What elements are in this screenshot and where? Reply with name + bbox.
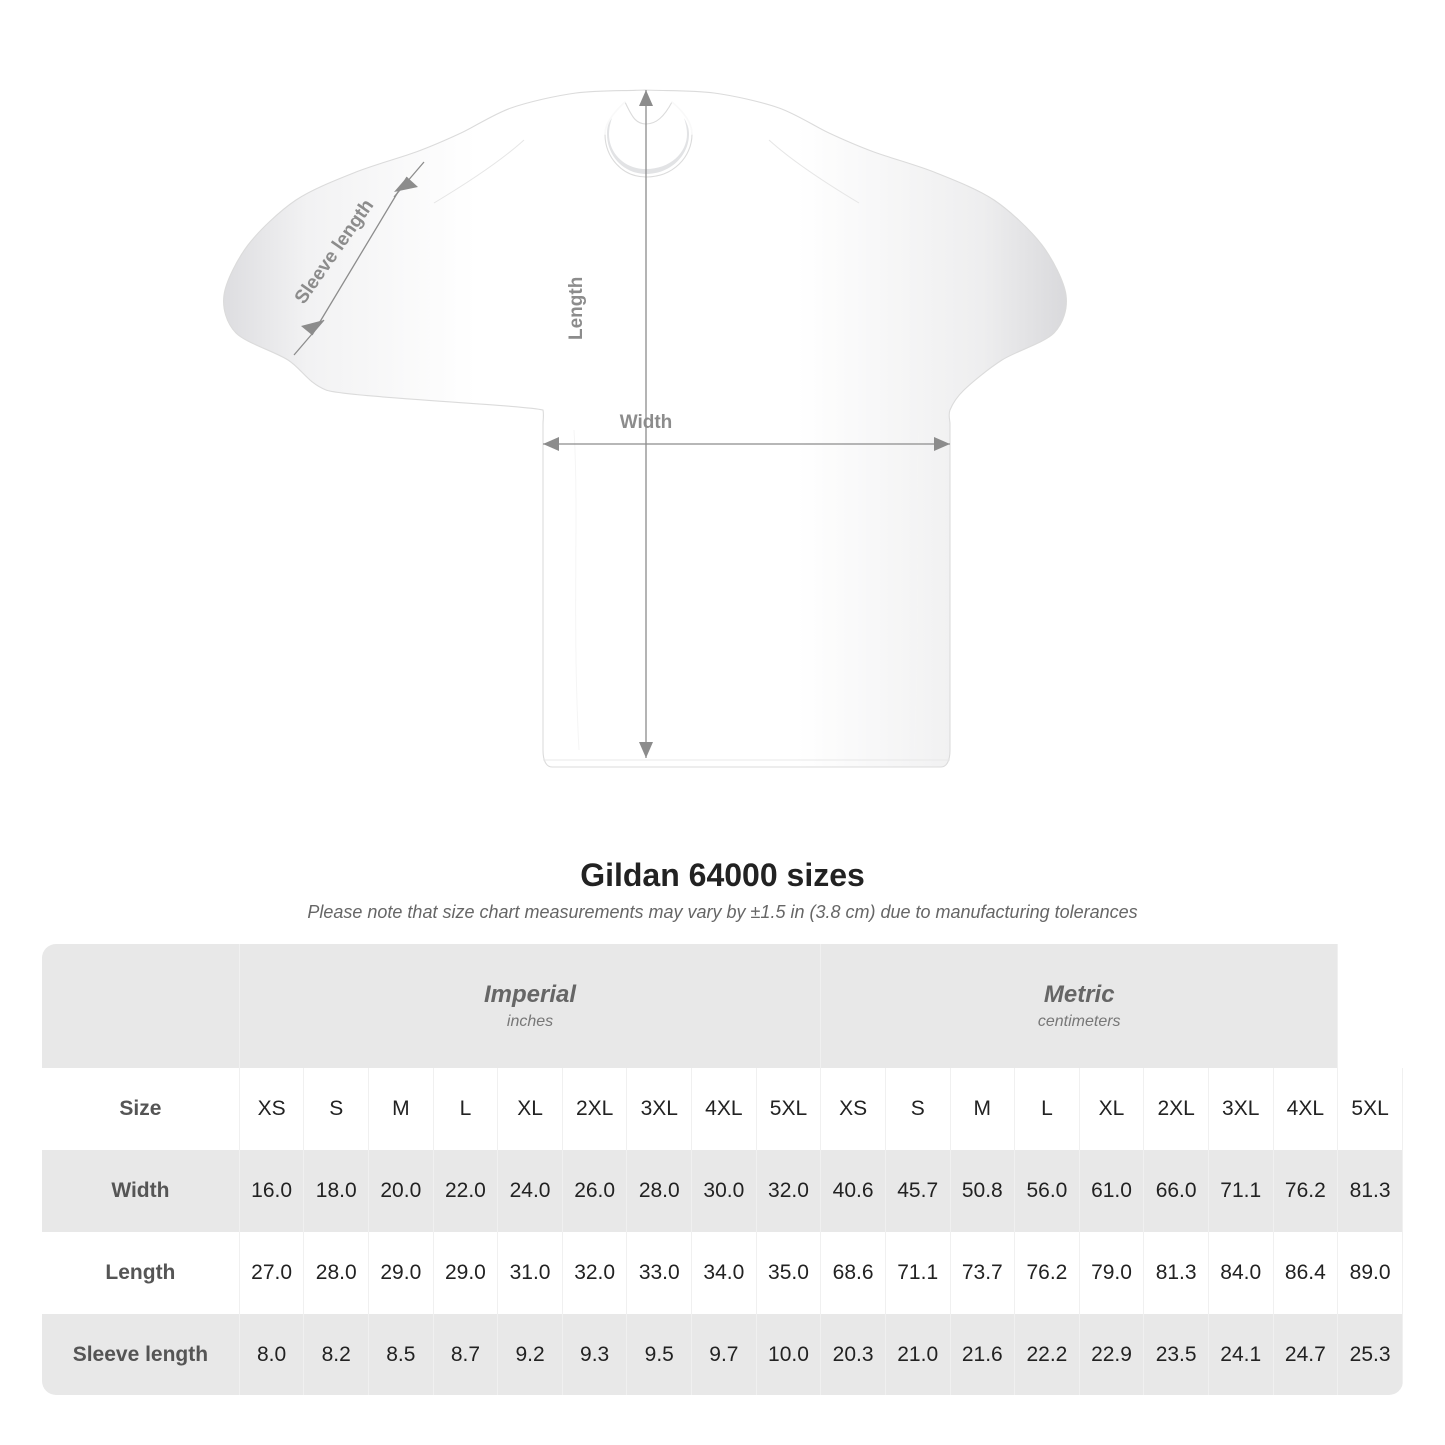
svg-text:Width: Width xyxy=(620,412,673,433)
svg-text:Length: Length xyxy=(566,277,587,340)
svg-text:Sleeve length: Sleeve length xyxy=(291,196,378,308)
